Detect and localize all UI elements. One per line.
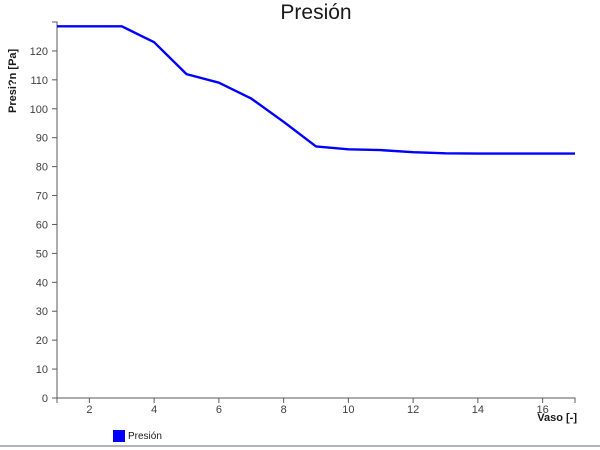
x-tick-label: 14: [472, 404, 484, 416]
y-tick-label: 0: [42, 393, 48, 405]
y-tick-label: 40: [36, 277, 48, 289]
y-tick-label: 100: [30, 104, 48, 116]
y-tick-label: 90: [36, 133, 48, 145]
y-tick-label: 30: [36, 306, 48, 318]
x-tick-label: 8: [281, 404, 287, 416]
axis-lines: [52, 21, 576, 403]
x-tick-label: 10: [342, 404, 354, 416]
y-tick-label: 120: [30, 46, 48, 58]
x-tick-label: 6: [216, 404, 222, 416]
y-tick-label: 10: [36, 364, 48, 376]
x-tick-label: 2: [86, 404, 92, 416]
x-tick-label: 16: [537, 404, 549, 416]
chart-title: Presión: [280, 1, 352, 24]
x-tick-label: 4: [151, 404, 157, 416]
x-axis-label: Vaso [-]: [537, 412, 577, 424]
legend: Presión: [113, 430, 162, 442]
y-tick-label: 20: [36, 335, 48, 347]
y-tick-label: 80: [36, 162, 48, 174]
data-line-presion: [57, 25, 575, 155]
window-bottom-border: [0, 445, 600, 447]
y-tick-label: 70: [36, 191, 48, 203]
x-tick-label: 12: [407, 404, 419, 416]
y-axis-label: Presi?n [Pa]: [7, 48, 19, 113]
y-tick-label: 60: [36, 219, 48, 231]
legend-swatch-presion: [113, 430, 125, 442]
y-tick-label: 110: [30, 75, 48, 87]
y-tick-label: 50: [36, 248, 48, 260]
legend-label: Presión: [128, 430, 162, 442]
